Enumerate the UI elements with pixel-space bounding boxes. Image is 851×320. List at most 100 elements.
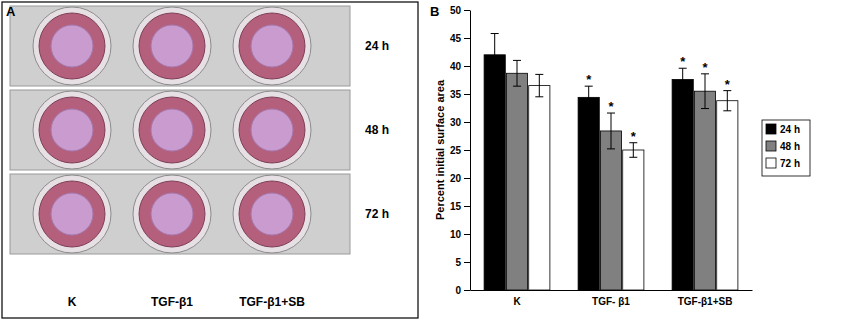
well-medium: [39, 181, 105, 247]
y-tick-label: 25: [450, 145, 462, 156]
bar: [717, 101, 738, 290]
y-tick-label: 45: [450, 33, 462, 44]
gel-disc: [251, 109, 293, 151]
well-medium: [39, 97, 105, 163]
well-medium: [239, 97, 305, 163]
photo-strip: [10, 174, 350, 254]
y-tick-mark: [464, 38, 470, 39]
error-cap: [535, 96, 543, 97]
gel-disc: [151, 25, 193, 67]
error-cap: [513, 86, 521, 87]
legend: 24 h48 h72 h: [762, 120, 810, 176]
y-tick-label: 20: [450, 173, 462, 184]
bar: [623, 150, 644, 290]
y-tick: 25: [450, 145, 470, 156]
error-stem: [517, 60, 518, 86]
well-rim: [33, 175, 111, 253]
error-cap: [535, 74, 543, 75]
bar: [529, 86, 550, 290]
error-cap: [513, 60, 521, 61]
figure: 24 h48 h72 hKTGF-β1TGF-β1+SBAB0510152025…: [0, 0, 851, 320]
chart-title: B: [430, 4, 439, 19]
error-cap: [629, 157, 637, 158]
y-tick-mark: [464, 150, 470, 151]
error-bar: [585, 86, 593, 108]
well-rim: [133, 91, 211, 169]
error-bar: [491, 34, 499, 77]
error-stem: [539, 74, 540, 96]
significance-mark: *: [680, 54, 686, 69]
well-rim: [133, 7, 211, 85]
well-rim: [33, 91, 111, 169]
bar: [484, 55, 505, 290]
error-cap: [679, 90, 687, 91]
error-cap: [491, 33, 499, 34]
column-label: TGF-β1+SB: [239, 295, 305, 309]
legend-label: 24 h: [780, 124, 800, 135]
bar: [506, 73, 527, 290]
error-cap: [491, 76, 499, 77]
error-bar: [723, 91, 731, 111]
significance-mark: *: [725, 77, 731, 92]
panel-a: 24 h48 h72 hKTGF-β1TGF-β1+SBA: [2, 2, 418, 318]
y-tick-label: 5: [455, 257, 461, 268]
y-tick-mark: [464, 122, 470, 123]
y-tick-label: 50: [450, 5, 462, 16]
gel-disc: [151, 109, 193, 151]
y-tick-label: 0: [455, 285, 461, 296]
y-axis-title: Percent initial surface area: [434, 79, 446, 220]
y-tick: 20: [450, 173, 470, 184]
x-tick: TGF- β1: [592, 290, 630, 307]
x-tick: K: [513, 290, 521, 307]
error-stem: [611, 113, 612, 149]
y-tick-label: 30: [450, 117, 462, 128]
y-tick-mark: [464, 290, 470, 291]
x-tick-label: K: [513, 296, 521, 307]
error-stem: [727, 91, 728, 111]
panel-b: B 0 5 10 15 20 25 30 35 40 45 50 K TGF- β1 TGF-β1+SB Pe…: [430, 4, 810, 307]
y-tick-mark: [464, 66, 470, 67]
error-cap: [585, 108, 593, 109]
column-label: TGF-β1: [151, 295, 193, 309]
legend-swatch: [766, 158, 776, 168]
significance-mark: *: [586, 72, 592, 87]
photo-strip: [10, 90, 350, 170]
legend-frame: [762, 120, 810, 176]
gel-disc: [51, 109, 93, 151]
y-tick: 40: [450, 61, 470, 72]
legend-swatch: [766, 141, 776, 151]
well-rim: [33, 7, 111, 85]
well-medium: [239, 181, 305, 247]
x-axis: K TGF- β1 TGF-β1+SB: [471, 290, 753, 307]
column-label: K: [68, 295, 77, 309]
x-axis-line: [471, 290, 753, 291]
error-cap: [607, 148, 615, 149]
error-bar: [629, 143, 637, 158]
error-cap: [701, 108, 709, 109]
error-stem: [494, 34, 495, 77]
gel-disc: [151, 193, 193, 235]
y-tick-label: 15: [450, 201, 462, 212]
significance-mark: *: [702, 60, 708, 75]
well-rim: [233, 175, 311, 253]
row-label: 48 h: [365, 123, 389, 137]
x-tick-label: TGF- β1: [592, 296, 630, 307]
plot-area: [484, 34, 738, 290]
y-tick-mark: [464, 262, 470, 263]
well-rim: [233, 7, 311, 85]
y-tick: 35: [450, 89, 470, 100]
y-tick-mark: [464, 10, 470, 11]
error-bar: [535, 74, 543, 96]
y-tick: 10: [450, 229, 470, 240]
y-tick: 45: [450, 33, 470, 44]
y-tick: 0: [455, 285, 470, 296]
annotations: ******: [586, 54, 731, 143]
error-bar: [607, 113, 615, 149]
bar: [694, 91, 715, 290]
gel-disc: [251, 25, 293, 67]
y-tick-mark: [464, 94, 470, 95]
legend-label: 72 h: [780, 158, 800, 169]
x-tick: TGF-β1+SB: [678, 290, 733, 307]
error-stem: [588, 86, 589, 108]
y-tick: 5: [455, 257, 470, 268]
